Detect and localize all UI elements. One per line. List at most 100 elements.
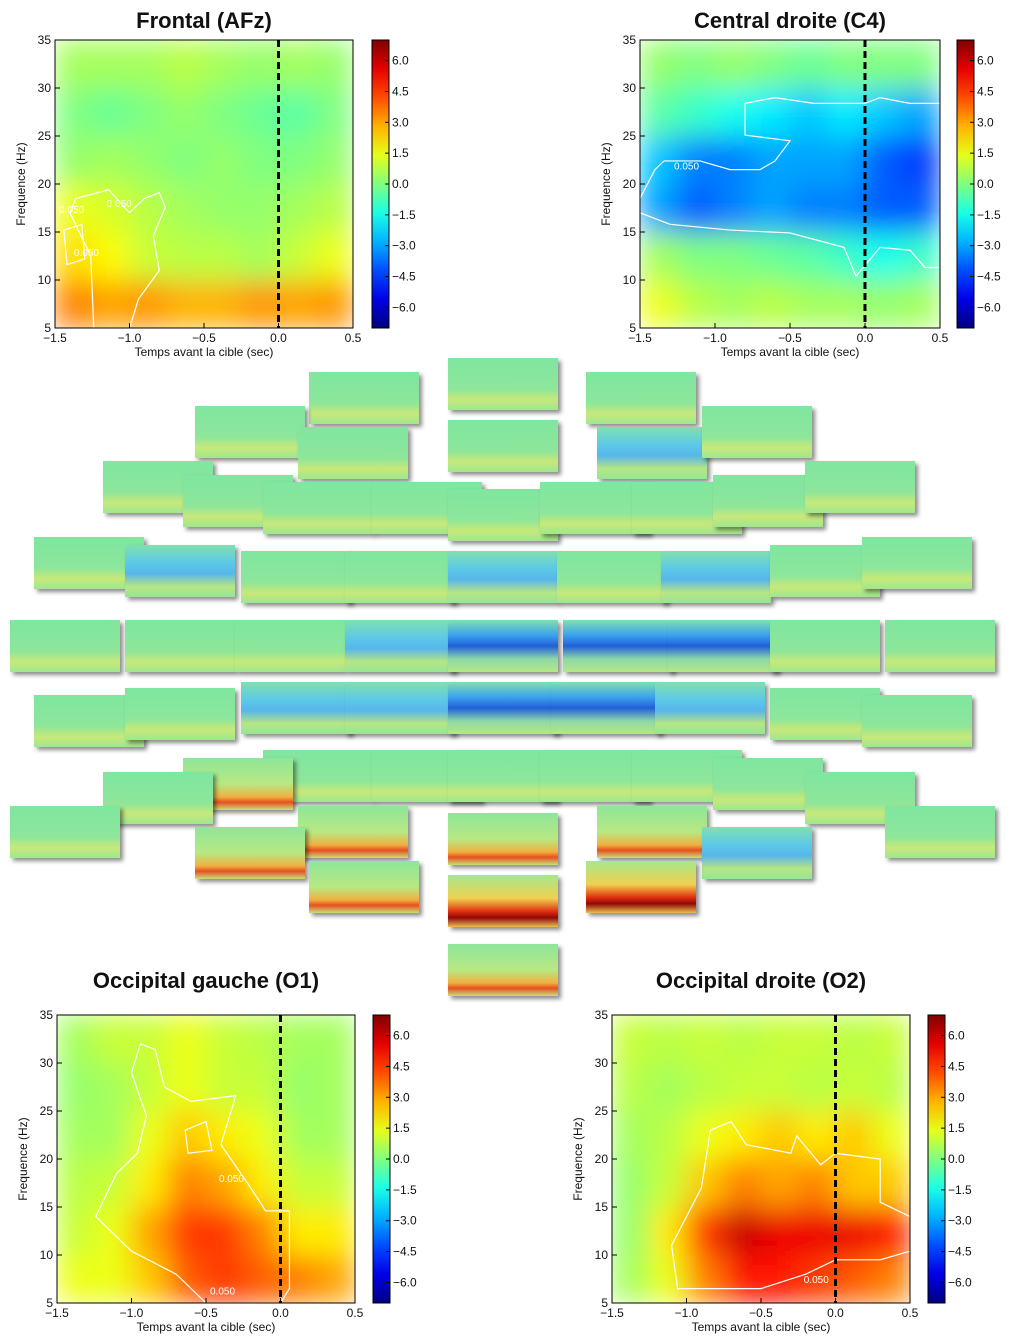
heatmap-cell xyxy=(203,87,242,137)
heatmap-cell xyxy=(723,1254,762,1303)
topo-tile xyxy=(345,682,455,734)
heatmap-cell xyxy=(278,183,317,233)
heatmap-cell xyxy=(129,231,168,281)
topo-tile xyxy=(540,482,650,534)
heatmap-cell xyxy=(280,1015,319,1064)
topo-tile xyxy=(713,475,823,527)
heatmap-cell xyxy=(752,135,791,185)
heatmap-cells xyxy=(612,1015,910,1303)
heatmap-cell xyxy=(168,1158,207,1208)
heatmap-cell xyxy=(640,135,678,185)
heatmap-cell xyxy=(864,183,903,233)
heatmap-cell xyxy=(91,135,130,185)
heatmap-cell xyxy=(797,1062,836,1112)
heatmap-cell xyxy=(714,87,753,137)
topo-tile xyxy=(125,545,235,597)
heatmap-cell xyxy=(240,40,279,89)
colorbar-tick-label: 3.0 xyxy=(393,1090,410,1104)
heatmap-cell xyxy=(242,1254,281,1303)
heatmap-cell xyxy=(55,135,93,185)
heatmap-cell xyxy=(57,1110,95,1160)
heatmap-cell xyxy=(317,1206,355,1256)
topo-tile xyxy=(10,806,120,858)
x-tick-label: −1.5 xyxy=(45,1306,69,1320)
colorbar-tick-label: 4.5 xyxy=(977,84,994,98)
topo-tile xyxy=(448,551,558,603)
topo-tile xyxy=(195,406,305,458)
colorbar-tick-label: −6.0 xyxy=(392,300,416,314)
heatmap-cell xyxy=(686,1254,725,1303)
heatmap-cell xyxy=(827,279,866,328)
heatmap-cell xyxy=(278,87,317,137)
topo-tile xyxy=(448,358,558,410)
heatmap-cell xyxy=(640,183,678,233)
heatmap-cell xyxy=(57,1015,95,1064)
x-tick-label: −1.0 xyxy=(120,1306,144,1320)
y-tick-label: 5 xyxy=(601,1296,608,1310)
x-tick-label: 0.5 xyxy=(345,331,362,345)
colorbar-tick-label: 1.5 xyxy=(392,146,409,160)
topo-tile xyxy=(298,427,408,479)
topo-tile xyxy=(563,620,673,672)
heatmap-cell xyxy=(91,279,130,328)
heatmap-cell xyxy=(203,183,242,233)
colorbar-tick-label: 6.0 xyxy=(977,54,994,68)
heatmap-cell xyxy=(131,1158,170,1208)
heatmap-cell xyxy=(797,1015,836,1064)
heatmap-cell xyxy=(677,279,716,328)
topo-tile xyxy=(702,827,812,879)
heatmap-cell xyxy=(57,1062,95,1112)
heatmap-cell xyxy=(827,231,866,281)
y-tick-label: 5 xyxy=(44,321,51,335)
colorbar-tick-label: −3.0 xyxy=(948,1214,972,1228)
heatmap-cell xyxy=(677,135,716,185)
heatmap-cell xyxy=(129,135,168,185)
heatmap-cell xyxy=(760,1206,799,1256)
heatmap-cell xyxy=(789,183,828,233)
chart-title: Occipital droite (O2) xyxy=(656,968,866,993)
heatmap-cell xyxy=(166,231,205,281)
heatmap-cell xyxy=(714,231,753,281)
topo-tile xyxy=(540,750,650,802)
x-tick-label: −1.0 xyxy=(703,331,727,345)
heatmap-cell xyxy=(872,1206,910,1256)
topo-tile xyxy=(702,406,812,458)
topo-tile xyxy=(241,551,351,603)
heatmap-cell xyxy=(677,183,716,233)
topo-tile xyxy=(557,551,667,603)
y-tick-label: 20 xyxy=(38,177,52,191)
colorbar-tick-label: −4.5 xyxy=(393,1245,417,1259)
heatmap-cell xyxy=(648,1015,687,1064)
heatmap-cell xyxy=(827,87,866,137)
heatmap-cell xyxy=(902,40,940,89)
heatmap-cell xyxy=(129,87,168,137)
x-tick-label: −0.5 xyxy=(749,1306,773,1320)
heatmap-cell xyxy=(835,1158,874,1208)
heatmap-cell xyxy=(752,231,791,281)
chart-title: Central droite (C4) xyxy=(694,8,886,33)
heatmap-cell xyxy=(129,183,168,233)
x-tick-label: −0.5 xyxy=(194,1306,218,1320)
y-tick-label: 15 xyxy=(623,225,637,239)
y-tick-label: 25 xyxy=(623,129,637,143)
heatmap-cell xyxy=(714,40,753,89)
topo-tile xyxy=(885,806,995,858)
contour-label: 0.050 xyxy=(219,1174,244,1185)
y-tick-label: 25 xyxy=(38,129,52,143)
y-axis-label: Frequence (Hz) xyxy=(16,1117,30,1200)
topo-tile xyxy=(448,813,558,865)
contour-label: 0.050 xyxy=(210,1286,235,1297)
heatmap-cell xyxy=(55,40,93,89)
heatmap-cell xyxy=(648,1158,687,1208)
y-tick-label: 15 xyxy=(595,1200,609,1214)
topo-tile xyxy=(125,688,235,740)
heatmap-cell xyxy=(723,1110,762,1160)
heatmap-cell xyxy=(789,87,828,137)
topo-tile xyxy=(448,682,558,734)
heatmap-cell xyxy=(677,87,716,137)
heatmap-cell xyxy=(317,1158,355,1208)
x-tick-label: −1.5 xyxy=(43,331,67,345)
heatmap-cell xyxy=(203,40,242,89)
topo-tile xyxy=(298,806,408,858)
heatmap-cell xyxy=(835,1015,874,1064)
